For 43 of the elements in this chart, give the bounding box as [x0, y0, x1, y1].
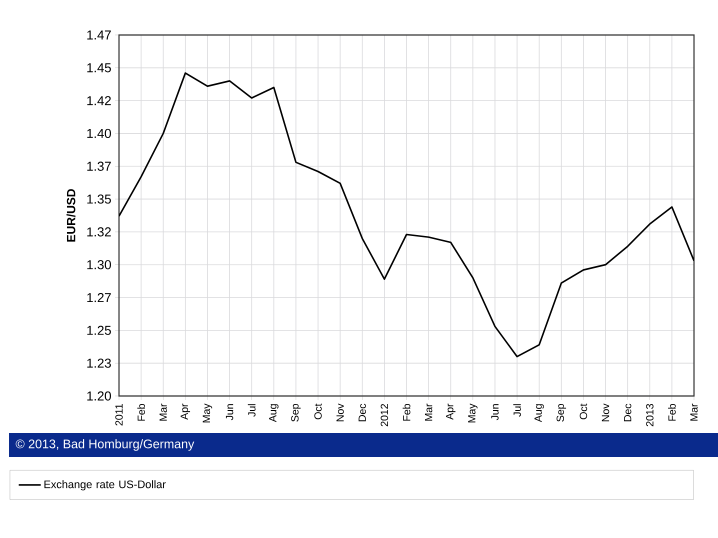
y-tick-label: 1.27 [87, 293, 111, 302]
x-tick-label: 2013 [646, 404, 654, 426]
x-tick-label: Jun [491, 404, 499, 420]
x-tick-label: Feb [668, 404, 676, 421]
x-tick-label: Dec [358, 404, 366, 422]
x-tick-label: Jun [226, 404, 234, 420]
line-series [119, 72, 694, 358]
x-tick-label: May [202, 404, 212, 422]
text: © 2013, Bad Homburg/Germany [16, 439, 194, 451]
x-tick-label: Mar [424, 404, 432, 421]
x-tick-label: Aug [269, 404, 278, 422]
y-tick-label: 1.40 [87, 128, 111, 138]
x-tick-label: Mar [690, 404, 698, 421]
y-axis-title: EUR/USD [66, 189, 76, 242]
x-tick-label: Sep [556, 404, 566, 422]
x-tick-label: 2011 [115, 404, 123, 426]
y-tick-label: 1.25 [87, 326, 111, 335]
x-tick-label: May [468, 404, 478, 422]
x-tick-label: Aug [534, 404, 544, 422]
y-tick-label: 1.20 [87, 391, 111, 401]
x-tick-label: Jul [513, 404, 521, 417]
x-tick-label: Nov [602, 404, 610, 422]
x-tick-label: Feb [137, 404, 145, 421]
y-tick-label: 1.32 [87, 227, 111, 236]
x-tick-label: Oct [580, 404, 588, 420]
y-tick-label: 1.45 [87, 63, 111, 72]
x-tick-label: Mar [160, 404, 167, 421]
y-tick-label: 1.35 [87, 194, 111, 204]
y-tick-label: 1.42 [87, 96, 111, 106]
legend-label: Exchange rate US-Dollar [44, 480, 166, 490]
y-tick-label: 1.23 [87, 358, 111, 368]
y-tick-label: 1.47 [87, 30, 111, 40]
y-tick-label: 1.37 [87, 162, 111, 171]
x-tick-label: Oct [314, 404, 322, 420]
x-tick-label: Apr [180, 404, 190, 420]
x-tick-label: Nov [336, 404, 344, 422]
x-tick-label: 2012 [380, 404, 388, 426]
x-tick-label: Jul [248, 404, 256, 417]
x-tick-label: Sep [291, 404, 301, 422]
x-tick-label: Apr [446, 404, 456, 420]
y-tick-label: 1.30 [87, 260, 111, 270]
x-tick-label: Feb [402, 404, 410, 421]
x-tick-label: Dec [624, 404, 632, 422]
